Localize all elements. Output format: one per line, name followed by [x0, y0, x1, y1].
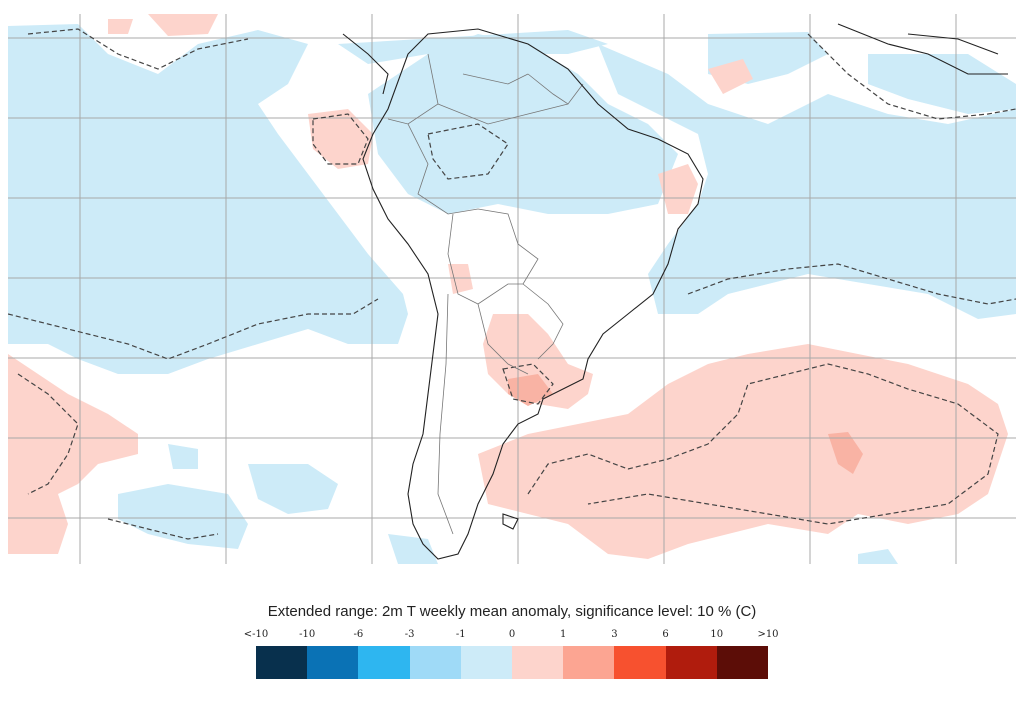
- colorbar-swatch: [256, 646, 308, 679]
- warm-anomaly-north-2: [708, 59, 753, 94]
- cold-anomaly-south-1: [118, 484, 248, 549]
- significance-contour-plata: [502, 363, 554, 405]
- coastline-caribbean: [837, 23, 1008, 75]
- significance-contour-north-atlantic: [807, 33, 1016, 120]
- colorbar-tick-label: 10: [710, 629, 724, 640]
- warm-anomaly-north-1: [148, 14, 218, 36]
- colorbar-swatch: [614, 646, 666, 679]
- colorbar-swatch: [409, 646, 461, 679]
- colorbar-swatch: [512, 646, 564, 679]
- colorbar-tick-label: -10: [299, 629, 316, 640]
- map-panel: [8, 14, 1016, 564]
- colorbar: [256, 646, 769, 679]
- colorbar-tick-label: >10: [757, 629, 779, 640]
- colorbar-tick-label: -3: [404, 629, 415, 640]
- country-borders: [387, 53, 584, 535]
- coastline-cuba: [907, 33, 999, 55]
- coastlines: [342, 23, 1008, 560]
- significance-contours: [8, 28, 1016, 540]
- significance-contour-south-atlantic: [527, 363, 999, 525]
- cold-anomaly-south-4: [388, 534, 438, 564]
- colorbar-tick-label: -6: [353, 629, 364, 640]
- cold-anomaly-fields: [8, 24, 1016, 564]
- graticule: [8, 14, 1016, 564]
- warm-anomaly-south-atlantic: [478, 344, 1008, 559]
- significance-contour-amazon: [427, 123, 509, 180]
- colorbar-tick-label: -1: [455, 629, 466, 640]
- warm-anomaly-chaco: [448, 264, 473, 294]
- significance-contour-atlantic: [687, 263, 1016, 305]
- colorbar-swatch: [716, 646, 769, 679]
- colorbar-swatch: [358, 646, 410, 679]
- warm-anomaly-fields: [8, 14, 1008, 559]
- significance-contour-pacific: [8, 298, 379, 360]
- cold-anomaly-south-2: [248, 464, 338, 514]
- colorbar-tick-label: 3: [611, 629, 618, 640]
- cold-anomaly-south-5: [858, 549, 898, 564]
- colorbar-swatch: [460, 646, 513, 679]
- cold-anomaly-south-3: [168, 444, 198, 469]
- coastline-central-america: [342, 33, 389, 95]
- map-svg: [8, 14, 1016, 564]
- significance-contour-peru: [312, 113, 369, 165]
- warm-anomaly-core: [828, 432, 863, 474]
- colorbar-tick-label: 0: [508, 629, 516, 640]
- significance-contour-north: [27, 28, 249, 70]
- warm-anomaly-southwest: [8, 354, 138, 554]
- legend-title: Extended range: 2m T weekly mean anomaly…: [267, 603, 757, 620]
- colorbar-swatch: [563, 646, 615, 679]
- warm-anomaly-brazil-ne: [658, 164, 698, 214]
- coastline-south-america: [362, 28, 704, 560]
- cold-anomaly-atlantic: [598, 44, 1016, 319]
- coastline-falklands: [502, 513, 519, 530]
- warm-anomaly-core-2: [508, 374, 553, 406]
- colorbar-tick-label: <-10: [243, 629, 269, 640]
- significance-contour-south-cold: [107, 518, 219, 540]
- cold-anomaly-amazon: [368, 34, 678, 214]
- cold-anomaly-pacific: [8, 24, 408, 374]
- colorbar-swatch: [307, 646, 359, 679]
- colorbar-tick-label: 6: [662, 629, 669, 640]
- colorbar-tick-label: 1: [560, 629, 567, 640]
- colorbar-swatch: [665, 646, 717, 679]
- cold-anomaly-north-atlantic: [868, 54, 1016, 114]
- warm-anomaly-north-3: [108, 19, 133, 34]
